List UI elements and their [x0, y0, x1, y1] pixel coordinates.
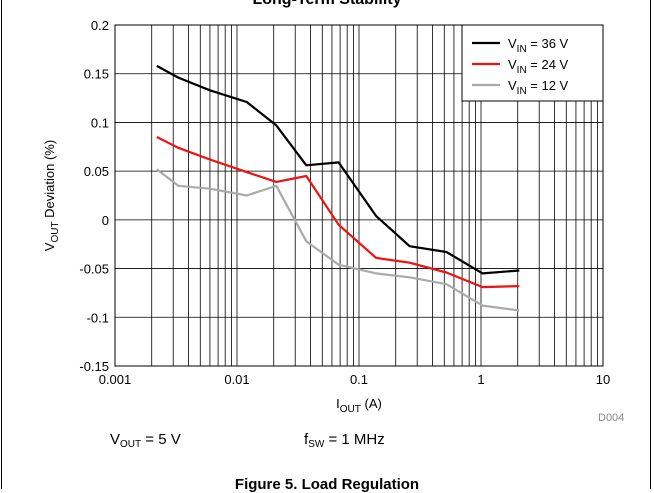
x-tick-label: 1: [477, 372, 484, 387]
fsw-condition: fSW = 1 MHz: [304, 431, 385, 450]
series-line-2: [156, 136, 520, 289]
x-tick-label: 0.1: [350, 372, 368, 387]
y-axis-label: VOUT Deviation (%): [42, 140, 61, 251]
y-tick-label: 0: [102, 213, 109, 228]
vout-condition: VOUT = 5 V: [110, 431, 181, 450]
series-line-3: [156, 168, 520, 312]
legend-label: VIN = 24 V: [508, 57, 569, 76]
figure-caption: Figure 5. Load Regulation: [234, 476, 420, 493]
plot-area-border: [114, 24, 604, 367]
legend-label: VIN = 12 V: [508, 78, 569, 97]
series-line-1: [156, 64, 520, 275]
y-tick-label: 0.15: [84, 67, 109, 82]
y-tick-label: -0.1: [87, 310, 109, 325]
figure-id: D004: [598, 412, 625, 424]
x-tick-label: 10: [596, 372, 610, 387]
load-regulation-chart: 0.001 0.01 0.1 1 10 -0.15 -0.1 -0.05 0 0.05 0.1 0.1…: [42, 18, 610, 415]
y-tick-label: -0.05: [79, 262, 109, 277]
y-tick-label: 0.05: [84, 164, 109, 179]
series-lines: [156, 64, 520, 312]
section-title: Long-Term Stability: [0, 0, 654, 9]
x-tick-label: 0.01: [224, 372, 249, 387]
x-tick-label: 0.001: [99, 372, 132, 387]
tick-labels: 0.001 0.01 0.1 1 10 -0.15 -0.1 -0.05 0 0.05 0.1 0.1…: [79, 18, 610, 387]
y-tick-label: -0.15: [79, 359, 109, 374]
y-tick-label: 0.1: [91, 115, 109, 130]
legend: VIN = 36 V VIN = 24 V VIN = 12 V: [461, 24, 604, 102]
x-axis-label: IOUT (A): [336, 396, 382, 415]
y-tick-label: 0.2: [91, 18, 109, 33]
legend-label: VIN = 36 V: [508, 36, 569, 55]
